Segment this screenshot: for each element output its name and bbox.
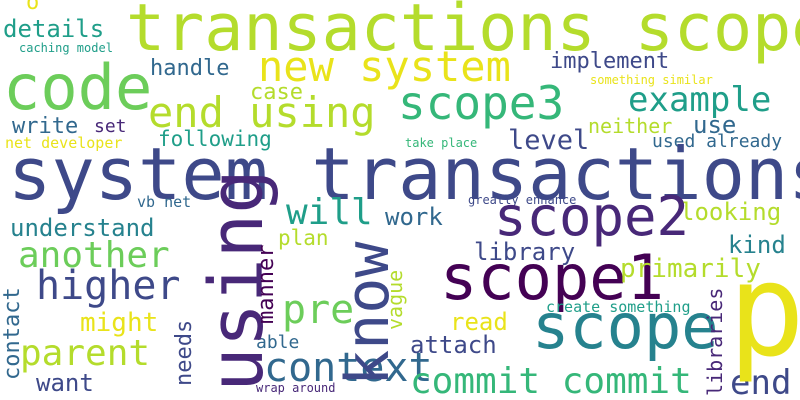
word-used-already: used already xyxy=(652,131,783,152)
word-neither: neither xyxy=(588,114,673,138)
word-libraries: libraries xyxy=(703,287,727,396)
word-implement: implement xyxy=(550,49,670,74)
word-p: p xyxy=(728,237,800,386)
word-vague: vague xyxy=(383,269,407,330)
word-vb-net: vb net xyxy=(137,193,192,211)
word-needs: needs xyxy=(172,319,197,386)
word-something-similar: something similar xyxy=(590,73,713,87)
word-use: use xyxy=(693,111,737,139)
word-pre: pre xyxy=(282,287,355,333)
word-scope1: scope1 xyxy=(440,241,664,314)
word-write: write xyxy=(12,114,79,139)
word-higher: higher xyxy=(36,263,181,309)
word-another: another xyxy=(18,235,170,276)
word-looking: looking xyxy=(680,198,782,226)
word-primarily: primarily xyxy=(620,254,761,284)
word-transactions-scope: transactions scope xyxy=(126,0,800,66)
word-wrap-around: wrap around xyxy=(256,381,336,395)
word-handle: handle xyxy=(150,56,230,81)
word-net-developer: net developer xyxy=(5,134,123,152)
word-want: want xyxy=(36,369,94,397)
word-read: read xyxy=(450,308,508,336)
word-set: set xyxy=(94,116,127,137)
word-case: case xyxy=(250,80,303,105)
word-work: work xyxy=(385,203,443,231)
word-system-transactions: system transactions xyxy=(8,132,800,216)
word-library: library xyxy=(474,238,576,266)
word-scope3: scope3 xyxy=(398,76,565,130)
word-might: might xyxy=(80,308,159,338)
word-greatly-enhance: greatly enhance xyxy=(468,193,577,207)
word-commit-commit: commit commit xyxy=(410,361,692,400)
word-attach: attach xyxy=(410,331,497,359)
word-scope2: scope2 xyxy=(494,185,690,248)
word-contact: contact xyxy=(0,287,25,380)
word-end-using: end using xyxy=(148,88,376,137)
word-scope: scope xyxy=(532,290,719,363)
word-context: context xyxy=(264,345,433,391)
word-understand: understand xyxy=(10,214,155,242)
word-kind: kind xyxy=(728,231,786,259)
word-o: o xyxy=(26,0,40,15)
word-manner: manner xyxy=(254,244,279,324)
word-level: level xyxy=(508,125,590,156)
word-plan: plan xyxy=(278,226,329,250)
word-example: example xyxy=(628,80,772,120)
word-new-system: new system xyxy=(258,42,511,91)
word-parent: parent xyxy=(20,333,151,374)
word-will: will xyxy=(286,192,373,233)
word-end: end xyxy=(730,363,792,400)
word-caching-model: caching model xyxy=(19,41,113,55)
word-following: following xyxy=(158,127,272,151)
word-details: details xyxy=(3,15,105,43)
word-take-place: take place xyxy=(405,136,478,150)
word-code: code xyxy=(3,51,153,124)
word-able: able xyxy=(256,332,300,353)
word-create-something: create something xyxy=(546,298,691,316)
